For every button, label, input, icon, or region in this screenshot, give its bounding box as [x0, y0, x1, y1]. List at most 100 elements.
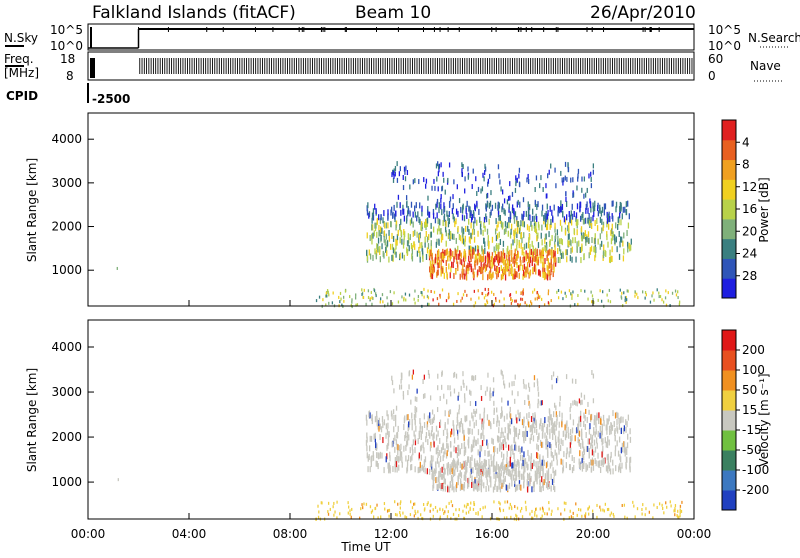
- range-gate-cell: [488, 273, 491, 280]
- range-gate-cell: [504, 274, 507, 281]
- range-gate-cell: [542, 470, 544, 477]
- range-gate-cell: [598, 412, 600, 419]
- range-gate-cell: [591, 444, 594, 451]
- range-gate-cell: [570, 438, 572, 445]
- range-gate-cell: [420, 513, 422, 517]
- range-gate-cell: [414, 418, 416, 425]
- range-gate-cell: [425, 221, 428, 228]
- range-gate-cell: [495, 297, 497, 301]
- range-gate-cell: [568, 222, 570, 229]
- range-gate-cell: [399, 166, 402, 172]
- range-gate-cell: [462, 371, 464, 377]
- range-gate-cell: [506, 222, 509, 229]
- range-gate-cell: [444, 422, 446, 429]
- range-gate-cell: [562, 439, 564, 446]
- range-gate-cell: [422, 379, 424, 385]
- range-gate-cell: [581, 514, 583, 518]
- range-gate-cell: [561, 203, 564, 210]
- range-gate-cell: [551, 209, 553, 216]
- range-gate-cell: [623, 425, 626, 432]
- range-gate-cell: [380, 234, 382, 241]
- range-gate-cell: [480, 254, 482, 261]
- range-gate-cell: [590, 442, 592, 449]
- range-gate-cell: [516, 216, 518, 223]
- range-gate-cell: [554, 250, 556, 257]
- range-gate-cell: [379, 297, 382, 301]
- range-gate-cell: [490, 209, 492, 216]
- range-gate-cell: [365, 439, 368, 446]
- range-gate-cell: [486, 252, 489, 259]
- range-gate-cell: [402, 242, 405, 249]
- range-gate-cell: [449, 441, 452, 448]
- range-gate-cell: [586, 201, 588, 208]
- range-gate-cell: [432, 482, 435, 489]
- range-gate-cell: [515, 178, 517, 184]
- range-gate-cell: [474, 301, 477, 305]
- range-gate-cell: [433, 178, 435, 184]
- range-gate-cell: [590, 223, 593, 230]
- range-gate-cell: [401, 238, 403, 245]
- range-gate-cell: [498, 483, 500, 490]
- range-gate-cell: [457, 265, 459, 272]
- range-gate-cell: [554, 260, 557, 267]
- range-gate-cell: [503, 208, 505, 215]
- range-gate-cell: [580, 215, 582, 222]
- range-gate-cell: [349, 509, 351, 513]
- range-gate-cell: [430, 222, 432, 229]
- range-gate-cell: [645, 507, 647, 511]
- range-gate-cell: [550, 414, 552, 421]
- range-gate-cell: [454, 253, 456, 260]
- range-gate-cell: [500, 470, 502, 477]
- range-gate-cell: [587, 507, 589, 511]
- range-gate-cell: [402, 394, 405, 400]
- range-gate-cell: [488, 202, 491, 209]
- range-gate-cell: [450, 451, 452, 458]
- range-gate-cell: [573, 464, 575, 471]
- range-gate-cell: [544, 477, 546, 484]
- range-gate-cell: [610, 422, 612, 429]
- range-gate-cell: [549, 428, 551, 435]
- range-gate-cell: [469, 389, 471, 395]
- range-gate-cell: [592, 297, 594, 301]
- range-gate-cell: [400, 372, 403, 378]
- range-gate-cell: [463, 481, 466, 488]
- range-gate-cell: [452, 194, 454, 200]
- range-gate-cell: [478, 256, 481, 263]
- range-gate-cell: [387, 214, 389, 221]
- range-gate-cell: [411, 253, 413, 260]
- range-gate-cell: [617, 412, 619, 419]
- range-gate-cell: [400, 384, 403, 390]
- range-gate-cell: [470, 256, 472, 263]
- range-gate-cell: [389, 451, 391, 458]
- range-gate-cell: [625, 209, 627, 216]
- range-gate-cell: [436, 176, 438, 182]
- range-gate-cell: [477, 467, 479, 474]
- range-gate-cell: [339, 512, 341, 516]
- range-gate-cell: [577, 176, 579, 182]
- range-gate-cell: [471, 213, 473, 220]
- range-gate-cell: [523, 451, 525, 458]
- range-gate-cell: [396, 177, 399, 183]
- range-gate-cell: [343, 299, 345, 303]
- range-gate-cell: [490, 290, 493, 294]
- range-gate-cell: [607, 216, 610, 223]
- range-gate-cell: [395, 238, 397, 245]
- range-gate-cell: [471, 481, 473, 488]
- range-gate-cell: [528, 208, 530, 215]
- range-gate-cell: [490, 481, 492, 488]
- range-gate-cell: [543, 267, 546, 274]
- range-gate-cell: [488, 464, 490, 471]
- range-gate-cell: [516, 239, 518, 246]
- range-gate-cell: [518, 428, 521, 435]
- range-gate-cell: [563, 451, 565, 458]
- range-gate-cell: [429, 249, 431, 256]
- range-gate-cell: [527, 382, 530, 388]
- range-gate-cell: [523, 416, 525, 423]
- range-gate-cell: [453, 371, 456, 377]
- range-gate-cell: [621, 503, 623, 507]
- range-gate-cell: [546, 224, 549, 231]
- range-gate-cell: [520, 297, 522, 301]
- range-gate-cell: [513, 273, 515, 280]
- range-gate-cell: [453, 424, 455, 431]
